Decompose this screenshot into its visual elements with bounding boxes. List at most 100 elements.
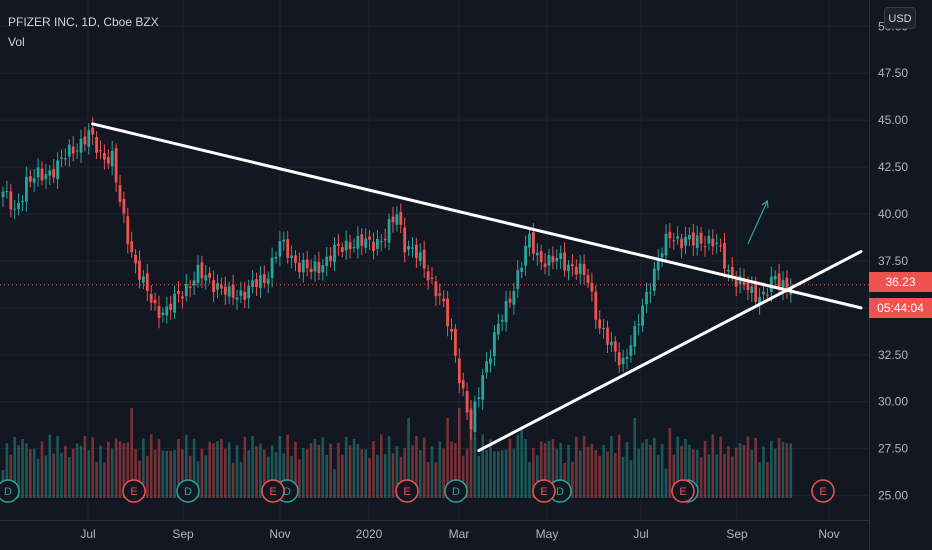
volume-bar (454, 443, 457, 498)
dividend-marker: D (176, 479, 200, 503)
candle-body (235, 297, 239, 300)
volume-bar (263, 449, 266, 498)
candle-body (192, 280, 196, 286)
volume-bar (590, 443, 594, 498)
volume-bar (789, 443, 793, 498)
candle-body (407, 246, 410, 250)
volume-bar (329, 443, 332, 498)
volume-bar (551, 439, 555, 498)
volume-bar (122, 443, 126, 498)
currency-button[interactable]: USD (884, 7, 916, 29)
candle-body (278, 241, 282, 257)
earnings-label: E (679, 486, 686, 498)
volume-bar (60, 452, 63, 498)
x-tick-label: Nov (818, 527, 839, 541)
volume-bar (532, 448, 535, 498)
candle-body (372, 241, 375, 252)
volume-bar (239, 461, 243, 498)
volume-bar (575, 436, 578, 498)
candle-body (383, 238, 387, 241)
candle-body (91, 127, 95, 135)
candle-body (67, 144, 71, 157)
candle-body (290, 255, 293, 259)
volume-bar (48, 434, 52, 498)
volume-bar (731, 456, 734, 498)
volume-bar (653, 437, 656, 498)
y-tick-label: 27.50 (878, 442, 908, 456)
candle-body (695, 235, 699, 249)
volume-bar (442, 448, 445, 498)
trendlines (0, 122, 869, 453)
volume-bar (224, 448, 227, 498)
volume-bar (461, 455, 465, 498)
volume-bar (485, 449, 488, 498)
volume-bar (629, 460, 633, 498)
candle-body (21, 200, 24, 203)
candle-body (516, 270, 520, 289)
candle-body (134, 254, 137, 264)
volume-bar (411, 445, 414, 498)
volume-bar (305, 448, 309, 498)
candle-body (262, 274, 266, 283)
candle-body (496, 323, 500, 335)
candle-body (95, 136, 98, 153)
candle-body (610, 342, 613, 346)
volume-bar (29, 449, 32, 498)
candle-body (539, 251, 543, 263)
volume-bar (204, 455, 208, 498)
candle-body (231, 284, 235, 298)
candle-body (305, 259, 309, 269)
candle-body (617, 352, 621, 366)
volume-bar (516, 434, 520, 498)
volume-bar (200, 448, 204, 498)
volume-bar (738, 443, 742, 498)
grid (0, 0, 869, 520)
volume-bar (387, 436, 391, 498)
candle-body (676, 236, 680, 239)
volume-bar (422, 437, 426, 498)
candle-body (586, 274, 590, 283)
volume-bar (274, 452, 278, 498)
volume-bar (341, 454, 344, 498)
candle-body (415, 244, 418, 259)
volume-bar (582, 435, 586, 498)
volume-bar (32, 448, 36, 498)
x-tick-label: May (536, 527, 559, 541)
volume-bar (5, 443, 9, 498)
volume-bar (477, 455, 481, 498)
candle-body (1, 191, 5, 198)
volume-bar (723, 454, 726, 498)
candle-body (87, 129, 91, 147)
arrow-head (761, 199, 769, 208)
candle-body (114, 148, 118, 183)
candle-body (664, 233, 668, 256)
candle-body (255, 279, 258, 288)
volume-bar (660, 444, 664, 498)
volume-bar (348, 445, 352, 498)
candle-body (247, 285, 251, 299)
volume-bar (313, 439, 317, 498)
volume-bar (430, 446, 434, 498)
volume-bar (668, 428, 672, 498)
dividend-circle (176, 479, 200, 503)
volume-bar (539, 441, 543, 498)
candle-body (559, 253, 563, 259)
volume-bar (298, 459, 301, 498)
volume-bar (555, 448, 559, 498)
candle-body (243, 291, 247, 300)
volume-bar (75, 443, 79, 498)
volume-bar (438, 441, 442, 498)
volume-bar (142, 438, 145, 498)
last-price-badge: 36.23 (869, 272, 932, 292)
candle-body (212, 280, 215, 292)
volume-bar (493, 451, 496, 498)
dividend-label: D (452, 486, 460, 498)
candle-body (99, 150, 102, 152)
volume-bar (216, 441, 219, 498)
candle-body (387, 219, 391, 243)
candle-body (769, 276, 773, 292)
candle-body (446, 298, 449, 327)
y-tick-label: 42.50 (878, 160, 908, 174)
volume-bar (407, 418, 410, 498)
